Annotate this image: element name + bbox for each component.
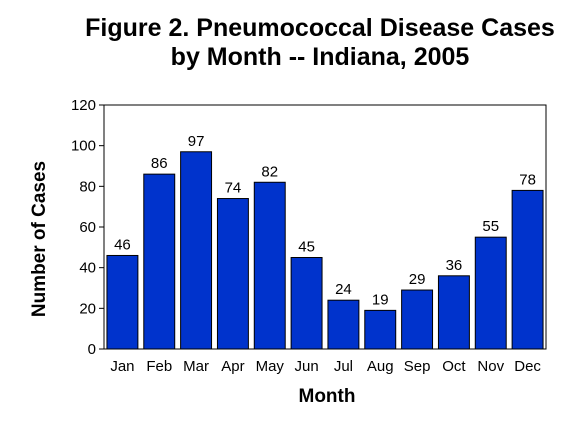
bar-aug (364, 309, 397, 350)
data-label-aug: 19 (372, 291, 389, 308)
x-tick-label-feb: Feb (146, 358, 172, 375)
x-tick-label-jun: Jun (294, 358, 318, 375)
y-tick-label: 20 (79, 300, 96, 317)
bar-dec (511, 189, 544, 350)
x-axis-title: Month (299, 386, 356, 407)
data-label-mar: 97 (188, 133, 205, 150)
data-label-oct: 36 (446, 257, 463, 274)
data-label-nov: 55 (482, 218, 499, 235)
x-tick-label-sep: Sep (404, 358, 431, 375)
data-label-jun: 45 (298, 239, 315, 256)
y-tick-label: 120 (71, 97, 96, 114)
bar-jul (327, 299, 360, 350)
chart-title: Figure 2. Pneumococcal Disease Cases by … (85, 14, 555, 71)
x-tick-label-aug: Aug (367, 358, 394, 375)
data-label-dec: 78 (519, 171, 536, 188)
bar-apr (216, 198, 249, 350)
bar-oct (437, 275, 470, 350)
bar-mar (180, 151, 213, 350)
data-labels: 46 86 97 74 82 45 24 19 29 36 55 78 (114, 133, 536, 309)
bar-feb (143, 173, 176, 350)
x-tick-label-apr: Apr (221, 358, 244, 375)
y-tick-label: 60 (79, 219, 96, 236)
data-label-sep: 29 (409, 271, 426, 288)
bar-sep (401, 289, 434, 350)
bar-jan (106, 254, 139, 350)
bar-may (253, 181, 286, 350)
data-label-may: 82 (261, 163, 278, 180)
data-label-jul: 24 (335, 281, 352, 298)
y-tick-label: 80 (79, 178, 96, 195)
y-tick-label: 40 (79, 260, 96, 277)
y-axis: 0 20 40 60 80 100 120 (71, 97, 104, 358)
x-axis: Jan Feb Mar Apr May Jun Jul Aug Sep Oct Nov Dec (110, 358, 541, 375)
x-tick-label-jul: Jul (334, 358, 353, 375)
y-tick-label: 100 (71, 138, 96, 155)
x-tick-label-dec: Dec (514, 358, 541, 375)
data-label-jan: 46 (114, 236, 131, 253)
x-tick-label-may: May (256, 358, 285, 375)
y-axis-title: Number of Cases (29, 161, 50, 317)
x-tick-label-oct: Oct (442, 358, 466, 375)
bar-nov (474, 236, 507, 350)
x-tick-label-nov: Nov (477, 358, 504, 375)
x-tick-label-jan: Jan (110, 358, 134, 375)
bars (106, 151, 544, 350)
data-label-apr: 74 (225, 180, 242, 197)
x-tick-label-mar: Mar (183, 358, 209, 375)
y-tick-label: 0 (88, 341, 96, 358)
data-label-feb: 86 (151, 155, 168, 172)
bar-jun (290, 257, 323, 350)
